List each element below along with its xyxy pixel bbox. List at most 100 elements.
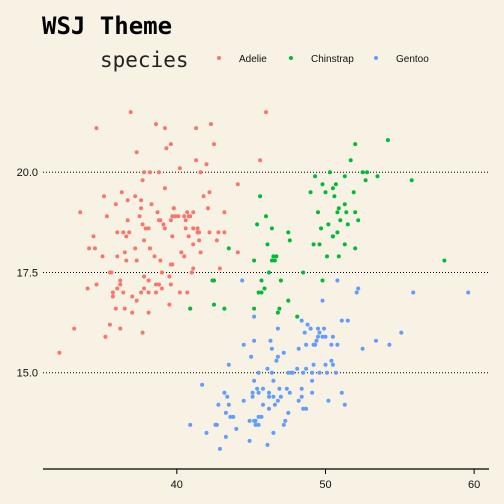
data-point-chinstrap xyxy=(363,178,368,183)
data-point-chinstrap xyxy=(335,210,340,215)
data-point-adelie xyxy=(85,286,90,291)
y-tick-label: 17.5 xyxy=(17,267,38,279)
data-point-adelie xyxy=(171,206,176,211)
data-point-gentoo xyxy=(399,330,404,335)
data-point-chinstrap xyxy=(353,142,358,147)
data-point-adelie xyxy=(183,226,188,231)
data-point-adelie xyxy=(125,218,130,223)
data-point-adelie xyxy=(191,266,196,271)
legend-label-chinstrap: Chinstrap xyxy=(311,54,354,65)
data-point-gentoo xyxy=(311,362,316,367)
data-point-adelie xyxy=(162,226,167,231)
data-point-gentoo xyxy=(310,378,315,383)
data-point-gentoo xyxy=(316,326,320,331)
data-point-chinstrap xyxy=(188,306,193,311)
data-point-adelie xyxy=(168,218,173,223)
data-point-gentoo xyxy=(204,430,209,435)
data-point-chinstrap xyxy=(409,178,414,183)
data-point-gentoo xyxy=(231,414,236,419)
data-point-gentoo xyxy=(256,390,261,395)
data-point-chinstrap xyxy=(317,242,322,247)
data-point-adelie xyxy=(140,330,145,335)
data-point-gentoo xyxy=(320,298,325,303)
data-point-gentoo xyxy=(261,386,265,391)
data-point-gentoo xyxy=(374,338,378,343)
data-point-chinstrap xyxy=(311,242,316,247)
data-point-chinstrap xyxy=(319,226,323,231)
data-point-adelie xyxy=(176,214,181,219)
data-point-adelie xyxy=(104,214,109,219)
data-points xyxy=(57,110,471,451)
data-point-adelie xyxy=(91,234,96,239)
data-point-adelie xyxy=(87,246,92,251)
data-point-gentoo xyxy=(339,318,344,323)
data-point-gentoo xyxy=(226,362,231,367)
data-point-chinstrap xyxy=(259,290,264,295)
data-point-chinstrap xyxy=(330,186,335,191)
data-point-chinstrap xyxy=(320,182,325,187)
data-point-gentoo xyxy=(286,410,291,415)
data-point-gentoo xyxy=(255,386,260,391)
data-point-chinstrap xyxy=(336,254,341,259)
data-point-gentoo xyxy=(249,354,254,359)
data-point-gentoo xyxy=(256,370,261,375)
data-point-adelie xyxy=(149,202,154,207)
data-point-chinstrap xyxy=(342,202,347,207)
data-point-adelie xyxy=(93,246,97,251)
data-point-adelie xyxy=(185,290,190,295)
data-point-gentoo xyxy=(302,330,307,335)
data-point-chinstrap xyxy=(323,190,328,195)
legend-item-gentoo: Gentoo xyxy=(374,54,429,65)
data-point-chinstrap xyxy=(333,182,338,187)
data-point-adelie xyxy=(115,286,120,291)
data-point-chinstrap xyxy=(442,258,447,263)
data-point-gentoo xyxy=(271,430,276,435)
data-point-gentoo xyxy=(299,394,304,399)
data-point-adelie xyxy=(183,218,188,223)
data-point-gentoo xyxy=(299,386,304,391)
data-point-gentoo xyxy=(301,406,306,411)
data-point-chinstrap xyxy=(308,190,313,195)
data-point-chinstrap xyxy=(351,190,356,195)
data-point-adelie xyxy=(124,258,129,263)
data-point-adelie xyxy=(118,282,123,287)
data-point-gentoo xyxy=(253,422,258,427)
data-point-gentoo xyxy=(241,398,246,403)
data-point-adelie xyxy=(197,238,202,243)
data-point-adelie xyxy=(152,254,157,259)
data-point-adelie xyxy=(118,278,123,283)
data-point-chinstrap xyxy=(342,174,347,179)
data-point-gentoo xyxy=(275,398,280,403)
data-point-gentoo xyxy=(268,338,273,343)
data-point-adelie xyxy=(185,210,190,215)
data-point-gentoo xyxy=(256,422,261,427)
data-point-adelie xyxy=(139,198,144,203)
data-point-gentoo xyxy=(225,394,230,399)
data-point-gentoo xyxy=(286,370,291,375)
data-point-adelie xyxy=(148,246,152,251)
data-point-gentoo xyxy=(247,438,252,443)
data-point-chinstrap xyxy=(271,254,276,259)
data-point-chinstrap xyxy=(330,234,335,239)
data-point-adelie xyxy=(125,198,130,203)
data-point-adelie xyxy=(158,218,163,223)
data-point-gentoo xyxy=(250,394,255,399)
data-point-adelie xyxy=(159,286,164,291)
data-point-gentoo xyxy=(310,370,315,375)
data-point-chinstrap xyxy=(265,242,270,247)
data-point-gentoo xyxy=(387,342,392,347)
data-point-chinstrap xyxy=(286,298,291,303)
data-point-chinstrap xyxy=(342,242,347,247)
data-point-gentoo xyxy=(329,358,334,363)
data-point-adelie xyxy=(142,286,147,291)
data-point-gentoo xyxy=(252,314,257,319)
data-point-gentoo xyxy=(339,390,344,395)
data-point-adelie xyxy=(258,158,263,163)
data-point-gentoo xyxy=(342,402,347,407)
data-point-gentoo xyxy=(267,406,271,411)
x-tick-label: 40 xyxy=(171,479,183,491)
data-point-adelie xyxy=(188,214,193,219)
data-point-adelie xyxy=(154,282,158,287)
data-point-gentoo xyxy=(305,322,310,327)
